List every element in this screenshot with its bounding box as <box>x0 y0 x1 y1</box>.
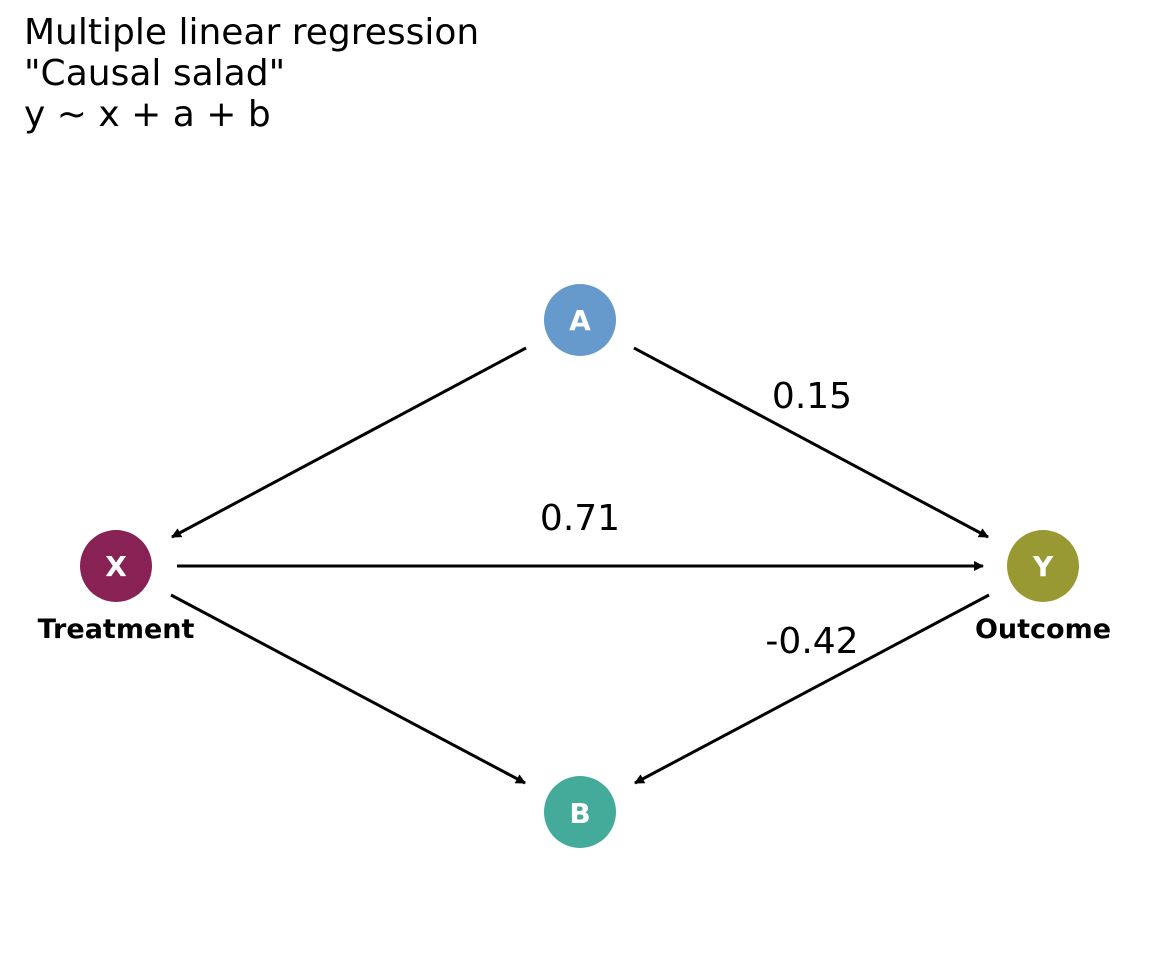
node-y-letter: Y <box>1032 550 1054 583</box>
node-b: B <box>544 776 616 848</box>
node-x: X Treatment <box>38 530 195 645</box>
edge-y-to-b <box>634 593 990 785</box>
node-x-circle <box>80 530 152 602</box>
node-y-circle <box>1007 530 1079 602</box>
edge-label-a-to-y: 0.15 <box>772 376 852 417</box>
node-a-circle <box>544 284 616 356</box>
node-a-letter: A <box>569 304 591 337</box>
edge-a-to-y <box>633 346 989 539</box>
node-x-letter: X <box>105 550 127 583</box>
title-block: Multiple linear regression "Causal salad… <box>24 12 479 135</box>
node-a: A <box>544 284 616 356</box>
node-b-circle <box>544 776 616 848</box>
edge-a-to-x <box>171 346 527 539</box>
edge-label-y-to-b: -0.42 <box>765 621 858 662</box>
title-line-2: "Causal salad" <box>24 53 286 94</box>
edge-x-to-b <box>170 593 526 785</box>
node-y: Y Outcome <box>975 530 1111 645</box>
title-line-1: Multiple linear regression <box>24 12 480 53</box>
node-b-letter: B <box>569 797 590 830</box>
node-y-caption: Outcome <box>975 614 1111 645</box>
edge-label-x-to-y: 0.71 <box>540 498 620 539</box>
node-x-caption: Treatment <box>38 614 195 645</box>
title-line-3: y ~ x + a + b <box>24 94 271 135</box>
